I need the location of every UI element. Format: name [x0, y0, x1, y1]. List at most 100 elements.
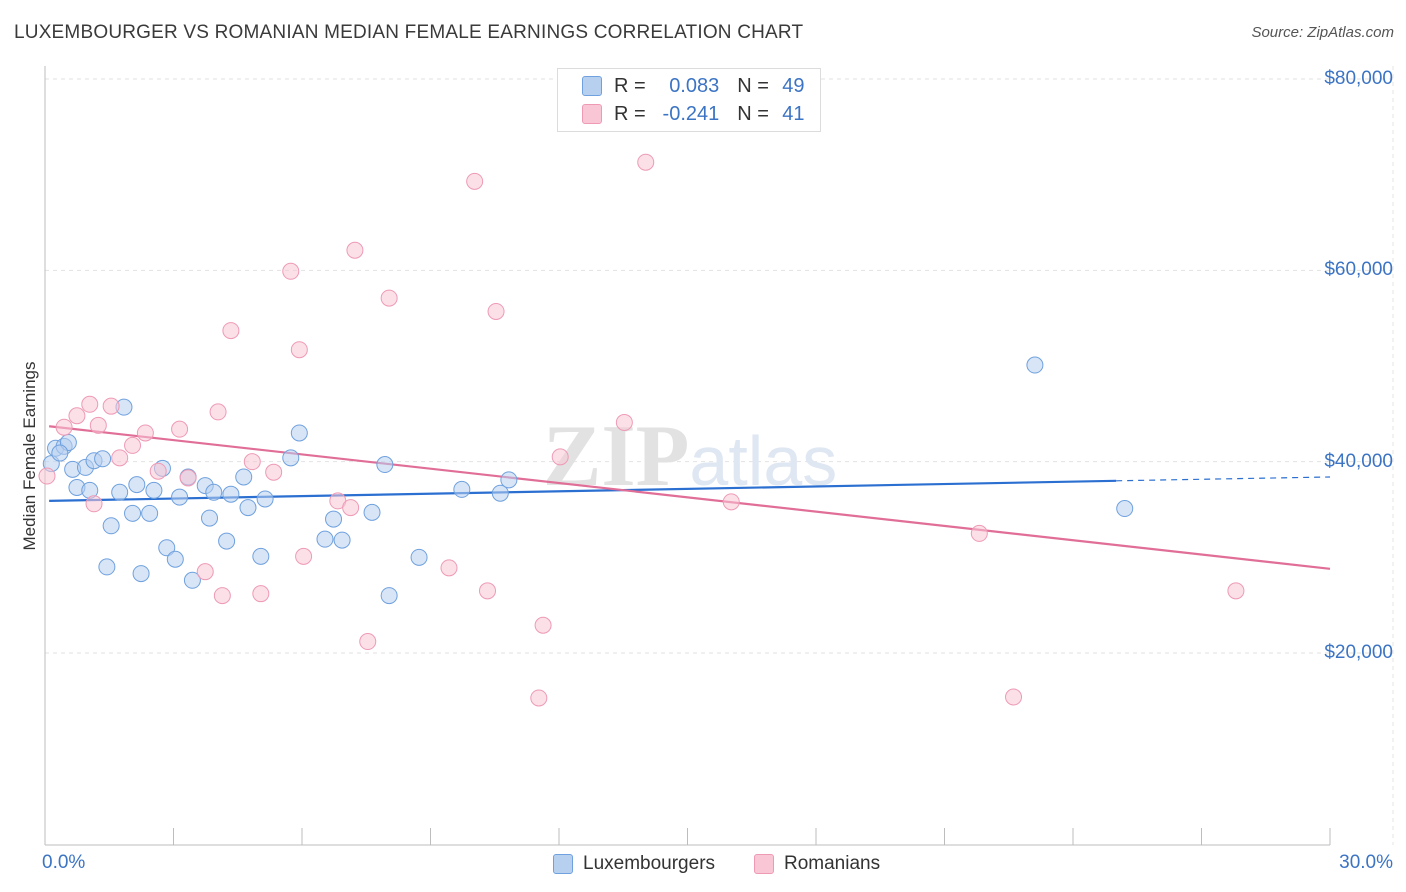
luxembourger-point: [222, 485, 240, 503]
romanian-point: [265, 463, 283, 481]
romanian-point: [615, 413, 633, 431]
legend-n-label: N =: [737, 102, 769, 125]
romanian-point: [1005, 688, 1023, 706]
legend-r-label: R =: [614, 74, 646, 97]
luxembourger-point: [282, 449, 300, 467]
luxembourger-point: [218, 532, 236, 550]
romanian-point: [38, 467, 56, 485]
correlation-legend: R = 0.083 N = 49 R = -0.241 N = 41: [557, 68, 821, 132]
legend-swatch-pink: [754, 854, 774, 874]
romanian-point: [551, 448, 569, 466]
luxembourger-point: [380, 587, 398, 605]
grid-lines: [45, 66, 1394, 845]
luxembourger-point: [376, 456, 394, 474]
luxembourger-point: [325, 510, 343, 528]
luxembourger-point: [51, 444, 69, 462]
romanian-point: [111, 449, 129, 467]
y-tick-label: $40,000: [1324, 450, 1393, 472]
romanian-point: [222, 322, 240, 340]
luxembourger-point: [256, 490, 274, 508]
romanian-point: [380, 289, 398, 307]
romanian-point: [179, 469, 197, 487]
y-tick-label: $20,000: [1324, 642, 1393, 663]
luxembourger-point: [128, 476, 146, 494]
luxembourger-point: [98, 558, 116, 576]
romanian-point: [530, 689, 548, 707]
legend-n-value: 41: [782, 102, 805, 125]
romanian-point: [478, 582, 496, 600]
luxembourger-point: [316, 530, 334, 548]
romanian-point: [346, 241, 364, 259]
luxembourger-point: [333, 531, 351, 549]
romanian-point: [534, 616, 552, 634]
luxembourger-point: [111, 483, 129, 501]
romanian-point: [171, 420, 189, 438]
luxembourger-point: [171, 488, 189, 506]
romanian-point: [295, 547, 313, 565]
romanian-point: [85, 495, 103, 513]
axes: [44, 66, 1331, 846]
luxembourger-point: [158, 539, 176, 557]
luxembourger-point: [141, 504, 159, 522]
romanian-point: [290, 341, 308, 359]
legend-series-name: Luxembourgers: [583, 853, 716, 874]
romanian-point: [252, 585, 270, 603]
x-tick-label-min: 0.0%: [42, 852, 86, 873]
legend-row-luxembourgers: R = 0.083 N = 49: [582, 73, 805, 99]
chart-source: Source: ZipAtlas.com: [1251, 24, 1394, 41]
romanian-point: [282, 262, 300, 280]
luxembourger-point: [145, 481, 163, 499]
luxembourger-point: [201, 509, 219, 527]
bottom-legend-romanians: Romanians: [754, 852, 880, 876]
luxembourger-point: [102, 517, 120, 535]
luxembourger-point: [166, 550, 184, 568]
luxembourger-point: [205, 483, 223, 501]
luxembourger-point: [491, 484, 509, 502]
luxembourger-point: [290, 424, 308, 442]
romanian-point: [209, 403, 227, 421]
y-tick-label: $80,000: [1324, 68, 1393, 89]
romanian-trend-line: [49, 425, 1331, 570]
romanian-point: [243, 453, 261, 471]
luxembourger-point: [132, 565, 150, 583]
bottom-legend-luxembourgers: Luxembourgers: [553, 852, 715, 876]
luxembourger-point: [363, 503, 381, 521]
legend-row-romanians: R = -0.241 N = 41: [582, 101, 805, 127]
romanian-point: [196, 563, 214, 581]
romanian-point: [359, 633, 377, 651]
romanian-point: [89, 416, 107, 434]
y-tick-label: $60,000: [1324, 259, 1393, 281]
data-points: [38, 153, 1245, 707]
legend-n-value: 49: [782, 74, 805, 97]
legend-r-value: -0.241: [662, 102, 720, 125]
romanian-point: [487, 302, 505, 320]
luxembourger-point: [1116, 500, 1134, 518]
luxembourger-point: [183, 571, 201, 589]
romanian-point: [722, 493, 740, 511]
romanian-point: [342, 499, 360, 517]
luxembourger-point: [94, 450, 112, 468]
romanian-point: [136, 424, 154, 442]
luxembourger-point: [252, 547, 270, 565]
legend-swatch-blue: [553, 854, 573, 874]
romanian-point: [440, 559, 458, 577]
romanian-point: [102, 397, 120, 415]
luxembourger-point: [500, 471, 518, 489]
legend-r-label: R =: [614, 102, 646, 125]
luxembourger-point: [453, 480, 471, 498]
luxembourger-point: [1026, 356, 1044, 374]
luxembourger-point: [235, 468, 253, 486]
legend-swatch-pink: [582, 104, 602, 124]
y-axis-label: Median Female Earnings: [20, 361, 39, 551]
luxembourger-point: [239, 499, 257, 517]
legend-r-value: 0.083: [669, 74, 720, 97]
romanian-point: [149, 462, 167, 480]
romanian-point: [637, 153, 655, 171]
x-tick-label-max: 30.0%: [1339, 852, 1393, 873]
luxembourger-point: [124, 504, 142, 522]
romanian-point: [213, 587, 231, 605]
romanian-point: [1227, 582, 1245, 600]
romanian-point: [55, 418, 73, 436]
luxembourger-point: [410, 548, 428, 566]
